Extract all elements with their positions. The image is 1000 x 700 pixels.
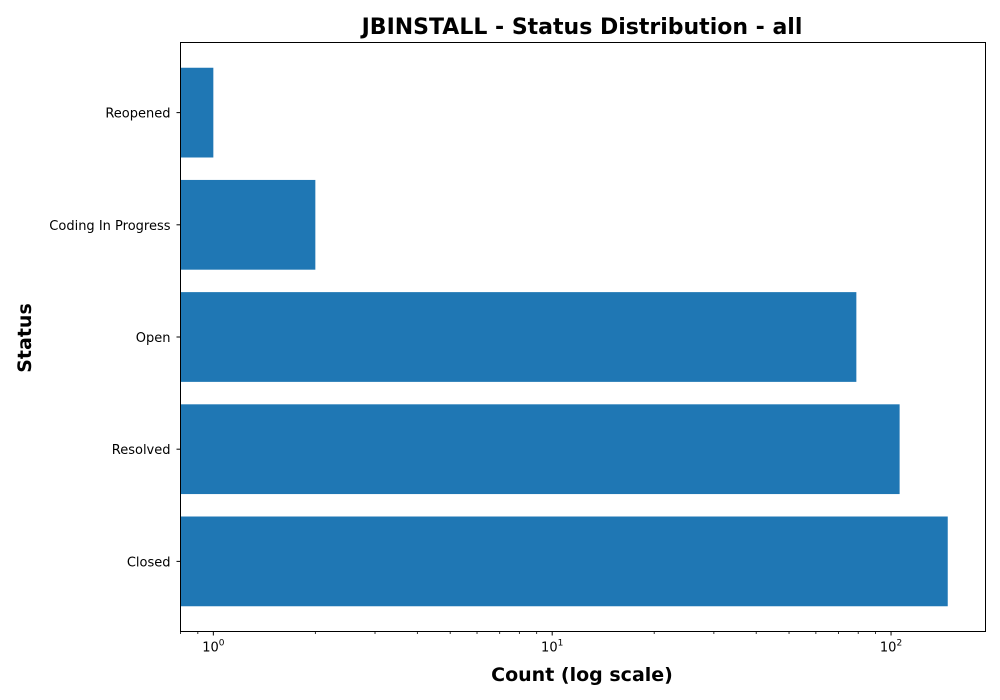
- bar-closed: [180, 516, 948, 607]
- y-tick-label-reopened: Reopened: [105, 107, 170, 122]
- y-tick-label-coding-in-progress: Coding In Progress: [49, 219, 170, 234]
- bar-reopened: [180, 67, 214, 158]
- plot-frame: [180, 42, 986, 632]
- y-tick-label-resolved: Resolved: [112, 443, 171, 458]
- bars-layer: [180, 67, 948, 607]
- ticks-layer: Closed Resolved Open Coding In Progress Reop…: [49, 107, 902, 656]
- bar-resolved: [180, 404, 900, 495]
- x-tick-label-10: 101: [541, 639, 563, 656]
- x-tick-label-100: 102: [880, 639, 902, 656]
- bar-open: [180, 292, 857, 382]
- chart-title: JBINSTALL - Status Distribution - all: [360, 15, 803, 40]
- y-tick-label-closed: Closed: [127, 555, 171, 570]
- x-axis-label: Count (log scale): [491, 664, 673, 686]
- y-tick-label-open: Open: [136, 331, 171, 346]
- x-tick-label-1: 100: [202, 639, 225, 656]
- y-axis-label: Status: [14, 303, 36, 373]
- bar-coding-in-progress: [180, 179, 316, 270]
